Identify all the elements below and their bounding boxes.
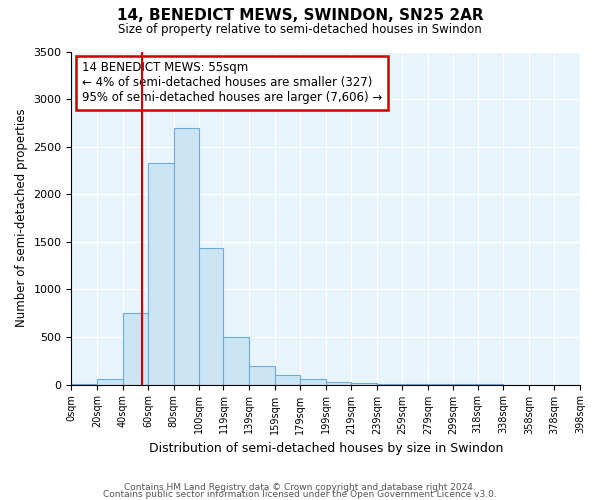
Text: 14, BENEDICT MEWS, SWINDON, SN25 2AR: 14, BENEDICT MEWS, SWINDON, SN25 2AR (116, 8, 484, 22)
Bar (223, 337, 249, 384)
Bar (300, 379, 326, 384)
Bar (97, 379, 122, 384)
Bar (249, 366, 275, 384)
Bar (148, 163, 173, 384)
Bar (199, 248, 223, 384)
Bar (122, 313, 148, 384)
Text: 14 BENEDICT MEWS: 55sqm
← 4% of semi-detached houses are smaller (327)
95% of se: 14 BENEDICT MEWS: 55sqm ← 4% of semi-det… (82, 62, 382, 104)
X-axis label: Distribution of semi-detached houses by size in Swindon: Distribution of semi-detached houses by … (149, 442, 503, 455)
Text: Contains HM Land Registry data © Crown copyright and database right 2024.: Contains HM Land Registry data © Crown c… (124, 484, 476, 492)
Bar (351, 383, 377, 384)
Text: Size of property relative to semi-detached houses in Swindon: Size of property relative to semi-detach… (118, 22, 482, 36)
Text: Contains public sector information licensed under the Open Government Licence v3: Contains public sector information licen… (103, 490, 497, 499)
Y-axis label: Number of semi-detached properties: Number of semi-detached properties (15, 108, 28, 328)
Bar (173, 128, 199, 384)
Bar (275, 375, 300, 384)
Bar (326, 382, 351, 384)
